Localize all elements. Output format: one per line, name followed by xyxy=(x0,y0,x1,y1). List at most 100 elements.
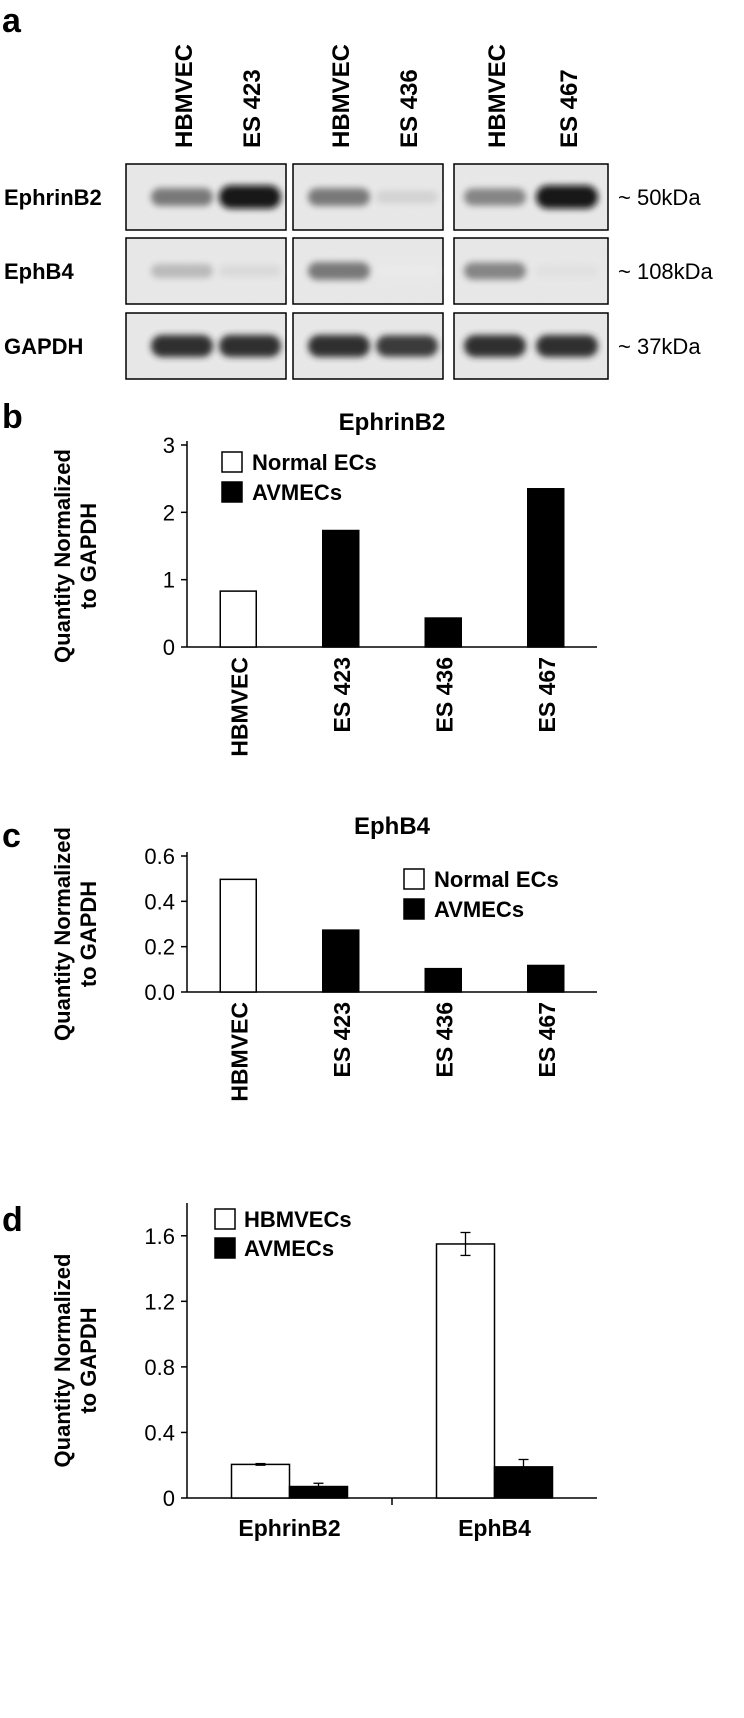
panel-letter-b: b xyxy=(2,398,23,436)
blot-box xyxy=(125,237,287,305)
y-tick-label: 0.4 xyxy=(144,889,175,914)
blot-row-label: GAPDH xyxy=(4,334,83,359)
blot-size-label: ~ 37kDa xyxy=(618,334,701,359)
lane-label: ES 423 xyxy=(239,69,266,148)
blot-band xyxy=(219,185,281,209)
legend-label: Normal ECs xyxy=(434,867,559,892)
blot-box xyxy=(292,163,444,231)
y-tick-label: 0.6 xyxy=(144,844,175,869)
x-tick-label: ES 467 xyxy=(534,657,560,732)
legend-swatch xyxy=(214,1208,236,1230)
y-tick-label: 3 xyxy=(163,433,175,458)
blot-box xyxy=(453,163,609,231)
x-tick-label: ES 436 xyxy=(431,1002,457,1077)
chart-c-content: c EphB4 Quantity Normalized to GAPDH 0.0 0.2 0… xyxy=(2,813,597,1102)
panel-letter-c: c xyxy=(2,817,21,855)
blot-box xyxy=(292,312,444,380)
blot-band xyxy=(376,190,438,204)
bar xyxy=(219,590,257,648)
y-axis-label: Quantity Normalized to GAPDH xyxy=(50,827,101,1041)
legend-swatch xyxy=(221,451,243,473)
western-blot-panel: a HBMVEC ES 423 HBMVEC ES 436 HBMVEC ES 467 E… xyxy=(2,2,714,380)
bar xyxy=(322,529,360,648)
blot-band xyxy=(151,188,213,206)
bar xyxy=(322,929,360,993)
y-tick-label: 0.4 xyxy=(144,1420,175,1445)
chart-title: EphrinB2 xyxy=(339,409,446,436)
blot-band xyxy=(536,265,598,277)
y-tick-label: 0 xyxy=(163,1486,175,1511)
blot-box xyxy=(125,163,287,231)
y-tick-label: 0.0 xyxy=(144,980,175,1005)
blot-row-label: EphrinB2 xyxy=(4,185,102,210)
y-tick-label: 0 xyxy=(163,635,175,660)
ephb4-bar-chart: c EphB4 Quantity Normalized to GAPDH 0.0 0.2 0… xyxy=(2,813,597,1102)
lane-label: HBMVEC xyxy=(171,44,198,148)
bar xyxy=(219,878,257,993)
y-axis-label-line: Quantity Normalized xyxy=(50,449,75,663)
blot-band xyxy=(536,185,598,209)
blot-band xyxy=(308,335,370,357)
legend-label: AVMECs xyxy=(434,897,524,922)
lane-label: HBMVEC xyxy=(328,44,355,148)
bar xyxy=(230,1463,291,1499)
x-tick-label: ES 467 xyxy=(534,1002,560,1077)
y-tick-label: 0.2 xyxy=(144,935,175,960)
y-axis-label: Quantity Normalized to GAPDH xyxy=(50,1254,101,1468)
blot-band xyxy=(536,335,598,357)
blot-size-label: ~ 108kDa xyxy=(618,259,714,284)
ephrinb2-bar-chart: b EphrinB2 Quantity Normalized to GAPDH 0 1 2 3… xyxy=(2,398,597,757)
blot-band xyxy=(151,335,213,357)
x-tick-label: HBMVEC xyxy=(226,657,252,757)
lane-label: ES 467 xyxy=(556,69,583,148)
blot-band xyxy=(464,262,526,280)
blot-band xyxy=(376,335,438,357)
bar xyxy=(424,967,462,993)
blot-band xyxy=(376,265,438,277)
legend-swatch xyxy=(214,1237,236,1259)
y-axis-label-line: to GAPDH xyxy=(76,1307,101,1413)
y-tick-label: 1.2 xyxy=(144,1289,175,1314)
y-axis-label: Quantity Normalized to GAPDH xyxy=(50,449,101,663)
x-tick-label: ES 423 xyxy=(329,657,355,732)
y-axis-label-line: Quantity Normalized xyxy=(50,1254,75,1468)
blot-band xyxy=(308,262,370,280)
legend-label: AVMECs xyxy=(244,1236,334,1261)
bar xyxy=(435,1243,496,1499)
y-tick-label: 0.8 xyxy=(144,1355,175,1380)
grouped-bar-chart: d Quantity Normalized to GAPDH 0 0.4 0.8 1.2 1.… xyxy=(2,1201,597,1541)
y-axis-label-line: to GAPDH xyxy=(76,881,101,987)
y-tick-label: 1.6 xyxy=(144,1224,175,1249)
legend-swatch xyxy=(403,868,425,890)
panel-letter-d: d xyxy=(2,1201,23,1239)
legend-swatch xyxy=(221,481,243,503)
blot-box xyxy=(125,312,287,380)
x-tick-label: ES 423 xyxy=(329,1002,355,1077)
blot-band xyxy=(464,335,526,357)
x-tick-label: HBMVEC xyxy=(226,1002,252,1102)
bar xyxy=(424,617,462,648)
x-tick-label: EphrinB2 xyxy=(238,1515,340,1541)
bar xyxy=(527,488,565,648)
bar xyxy=(527,964,565,993)
legend-label: AVMECs xyxy=(252,480,342,505)
blot-band xyxy=(464,188,526,206)
blot-band xyxy=(151,264,213,278)
panel-letter-a: a xyxy=(2,2,22,40)
blot-band xyxy=(219,335,281,357)
blot-box xyxy=(453,312,609,380)
blot-band xyxy=(219,264,281,278)
y-axis-label-line: to GAPDH xyxy=(76,503,101,609)
y-axis-label-line: Quantity Normalized xyxy=(50,827,75,1041)
blot-box xyxy=(292,237,444,305)
blot-size-label: ~ 50kDa xyxy=(618,185,701,210)
y-tick-label: 1 xyxy=(163,568,175,593)
chart-title: EphB4 xyxy=(354,813,431,840)
blot-box xyxy=(453,237,609,305)
legend-swatch xyxy=(403,898,425,920)
blot-row-label: EphB4 xyxy=(4,259,74,284)
x-tick-label: EphB4 xyxy=(458,1515,531,1541)
legend-label: HBMVECs xyxy=(244,1207,352,1232)
lane-label: HBMVEC xyxy=(484,44,511,148)
x-tick-label: ES 436 xyxy=(431,657,457,732)
